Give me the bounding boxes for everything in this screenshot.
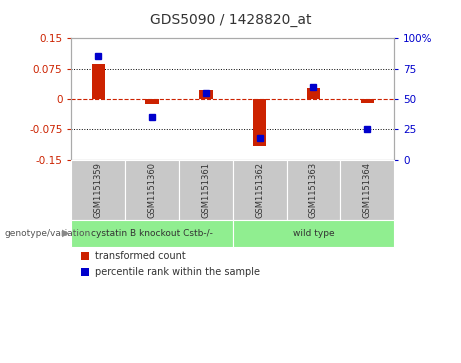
Bar [199,90,213,99]
Bar [253,99,266,146]
Text: transformed count: transformed count [95,251,185,261]
Text: wild type: wild type [293,229,334,238]
Text: GSM1151363: GSM1151363 [309,162,318,218]
Text: cystatin B knockout Cstb-/-: cystatin B knockout Cstb-/- [91,229,213,238]
Bar [92,65,105,99]
Text: GDS5090 / 1428820_at: GDS5090 / 1428820_at [150,13,311,27]
Text: GSM1151361: GSM1151361 [201,162,210,218]
Text: GSM1151359: GSM1151359 [94,162,103,217]
Bar [307,87,320,99]
Text: ▶: ▶ [62,228,70,238]
Text: percentile rank within the sample: percentile rank within the sample [95,266,260,277]
Text: GSM1151362: GSM1151362 [255,162,264,218]
Bar [361,99,374,103]
Text: genotype/variation: genotype/variation [5,229,91,238]
Bar [145,99,159,104]
Text: GSM1151360: GSM1151360 [148,162,157,218]
Text: GSM1151364: GSM1151364 [363,162,372,218]
